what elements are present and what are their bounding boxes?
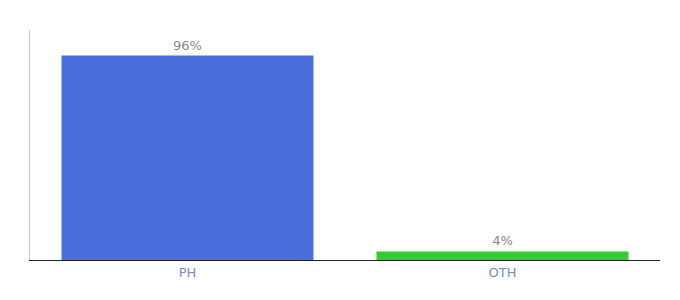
svg-text:PH: PH bbox=[179, 265, 197, 280]
svg-text:OTH: OTH bbox=[489, 265, 517, 280]
svg-text:4%: 4% bbox=[492, 233, 513, 248]
svg-text:96%: 96% bbox=[173, 38, 202, 53]
